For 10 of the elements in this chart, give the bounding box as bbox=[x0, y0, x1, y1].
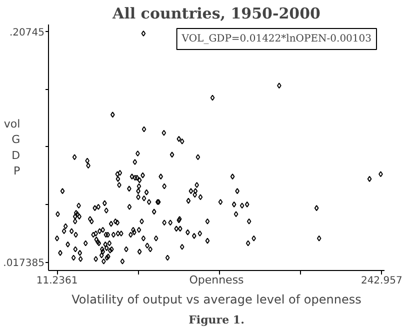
x-tick-label: 242.957 bbox=[360, 276, 402, 286]
caption: Figure 1. bbox=[188, 314, 244, 326]
chart-title: All countries, 1950-2000 bbox=[112, 4, 320, 22]
y-axis-title: vol GDP bbox=[4, 118, 21, 178]
x-axis-title: Openness bbox=[189, 274, 244, 286]
text: Volatility of output vs average level of openness bbox=[72, 292, 362, 306]
x-tick-label: 11.2361 bbox=[36, 276, 78, 286]
y-tick-label: .017385 bbox=[3, 258, 45, 270]
y-tick-label: .20745 bbox=[10, 28, 45, 39]
annotation: VOL_GDP=0.01422*lnOPEN-0.00103 bbox=[180, 34, 372, 44]
